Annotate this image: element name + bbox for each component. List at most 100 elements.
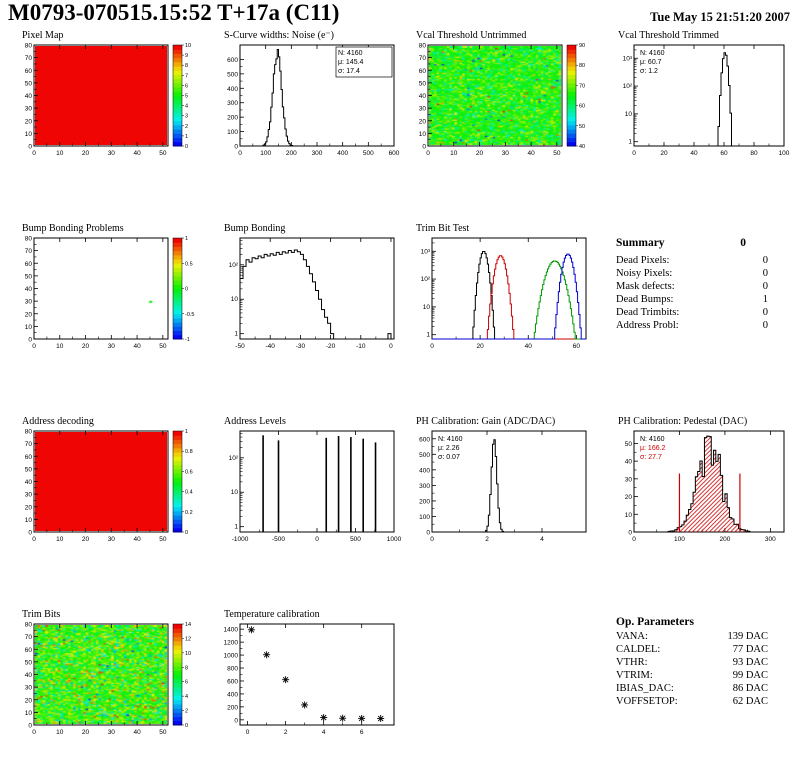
- svg-text:1: 1: [628, 139, 632, 146]
- svg-text:20: 20: [82, 343, 90, 350]
- svg-text:40: 40: [625, 459, 633, 466]
- svg-text:50: 50: [25, 80, 33, 87]
- vcal-trimmed-plot: 0 20 40 60 80 100 1 10 10² 10³ N: 4160 μ: 60.7 σ: 1.…: [623, 44, 790, 157]
- svg-text:60: 60: [419, 68, 427, 75]
- svg-text:-1000: -1000: [232, 536, 249, 543]
- chart-title: Trim Bit Test: [416, 223, 470, 234]
- svg-text:10: 10: [231, 489, 239, 496]
- param-row: Dead Trimbits: 0: [616, 307, 768, 318]
- timestamp: Tue May 15 21:51:20 2007: [650, 10, 790, 24]
- svg-text:50: 50: [159, 536, 167, 543]
- svg-text:100: 100: [779, 150, 790, 157]
- svg-text:N: 4160: N: 4160: [338, 50, 363, 57]
- trim-bit-test-plot: 0 20 40 60 1 10 10² 10³: [421, 237, 587, 350]
- svg-text:μ: 60.7: μ: 60.7: [640, 59, 662, 66]
- svg-text:40: 40: [25, 93, 33, 100]
- svg-text:10: 10: [185, 651, 191, 657]
- svg-text:0.6: 0.6: [185, 469, 193, 475]
- svg-text:10: 10: [25, 517, 33, 524]
- svg-text:300: 300: [765, 536, 776, 543]
- svg-text:200: 200: [227, 704, 238, 711]
- summary-title: Summary: [616, 237, 665, 249]
- svg-text:0: 0: [234, 144, 238, 151]
- chart-ph-gain: PH Calibration: Gain (ADC/DAC) 0 2 4 0 100 20…: [402, 416, 598, 550]
- summary-total: 0: [740, 237, 746, 249]
- svg-text:100: 100: [674, 536, 685, 543]
- chart-pixel-map: Pixel Map 0 1 2 3 4 5 6 7 8 9 10 0 10 20 30 40 50 0 10 20 30…: [8, 30, 204, 164]
- svg-text:400: 400: [227, 691, 238, 698]
- svg-text:N: 4160: N: 4160: [640, 50, 665, 57]
- svg-text:0: 0: [426, 150, 430, 157]
- heatmap-canvas: [35, 625, 167, 724]
- bump-bonding-plot: -50 -40 -30 -20 -10 0 1 10 10²: [229, 237, 395, 350]
- chart-title: Pixel Map: [22, 30, 64, 41]
- temperature-calibration-plot: 0 2 4 6 0 200 400 600 800 1000 1200 1400: [224, 623, 395, 736]
- svg-text:2: 2: [284, 729, 288, 736]
- chart-vcal-untrimmed: Vcal Threshold Untrimmed 40 50 60 70 80 90 0 10…: [402, 30, 598, 164]
- svg-text:70: 70: [419, 55, 427, 62]
- svg-text:80: 80: [25, 622, 33, 629]
- param-row: Dead Pixels: 0: [616, 255, 768, 266]
- svg-text:σ: 0.07: σ: 0.07: [438, 454, 460, 461]
- svg-text:0.8: 0.8: [185, 449, 193, 455]
- svg-text:-1: -1: [185, 337, 190, 343]
- svg-text:12: 12: [185, 636, 191, 642]
- svg-text:0.2: 0.2: [185, 510, 193, 516]
- svg-text:6: 6: [360, 729, 364, 736]
- svg-text:1: 1: [426, 332, 430, 339]
- svg-text:200: 200: [419, 498, 430, 505]
- chart-title: Vcal Threshold Trimmed: [618, 30, 719, 41]
- svg-text:0: 0: [246, 729, 250, 736]
- svg-text:50: 50: [553, 150, 561, 157]
- svg-text:3: 3: [185, 114, 188, 120]
- svg-text:60: 60: [25, 261, 33, 268]
- svg-text:10²: 10²: [421, 276, 431, 283]
- svg-text:70: 70: [25, 441, 33, 448]
- svg-text:0: 0: [632, 150, 636, 157]
- svg-text:10: 10: [56, 729, 64, 736]
- svg-text:400: 400: [337, 150, 348, 157]
- svg-text:70: 70: [25, 634, 33, 641]
- svg-text:200: 200: [719, 536, 730, 543]
- svg-text:30: 30: [419, 106, 427, 113]
- svg-text:50: 50: [25, 659, 33, 666]
- svg-text:20: 20: [660, 150, 668, 157]
- ph-pedestal-plot: 0 100 200 300 0 10 20 30 40 50 N: 4160 μ: 166.2 σ: 2…: [625, 430, 785, 543]
- svg-text:0: 0: [389, 343, 393, 350]
- chart-title: Temperature calibration: [224, 609, 320, 620]
- svg-text:0: 0: [426, 530, 430, 537]
- svg-text:20: 20: [82, 536, 90, 543]
- svg-text:10: 10: [25, 710, 33, 717]
- svg-text:50: 50: [25, 273, 33, 280]
- svg-text:40: 40: [133, 536, 141, 543]
- svg-text:50: 50: [419, 80, 427, 87]
- svg-text:70: 70: [25, 55, 33, 62]
- op-parameters-rows: VANA: 139 DAC CALDEL: 77 DAC VTHR: 93 DAC VTRI…: [616, 630, 768, 708]
- svg-text:500: 500: [227, 71, 238, 78]
- page-title: M0793-070515.15:52 T+17a (C11): [8, 0, 340, 25]
- svg-text:10²: 10²: [623, 83, 633, 90]
- svg-text:10: 10: [625, 512, 633, 519]
- svg-text:0: 0: [28, 723, 32, 730]
- svg-text:10³: 10³: [623, 55, 633, 62]
- svg-text:N: 4160: N: 4160: [438, 436, 463, 443]
- svg-text:70: 70: [25, 248, 33, 255]
- chart-vcal-trimmed: Vcal Threshold Trimmed 0 20 40 60 80 100 1 10 10…: [604, 30, 796, 164]
- chart-title: Address decoding: [22, 416, 94, 427]
- svg-text:500: 500: [350, 536, 361, 543]
- svg-text:σ: 27.7: σ: 27.7: [640, 454, 662, 461]
- svg-text:30: 30: [108, 536, 116, 543]
- svg-text:0: 0: [632, 536, 636, 543]
- svg-text:1200: 1200: [224, 640, 239, 647]
- svg-text:600: 600: [419, 436, 430, 443]
- svg-text:0: 0: [185, 144, 188, 150]
- svg-text:600: 600: [227, 57, 238, 64]
- svg-text:0: 0: [28, 530, 32, 537]
- svg-text:20: 20: [82, 150, 90, 157]
- svg-text:5: 5: [185, 94, 188, 100]
- chart-ph-pedestal: PH Calibration: Pedestal (DAC) 0 100 200 30…: [604, 416, 796, 550]
- chart-title: PH Calibration: Gain (ADC/DAC): [416, 416, 556, 427]
- svg-text:60: 60: [25, 68, 33, 75]
- svg-text:14: 14: [185, 622, 191, 628]
- param-row: VANA: 139 DAC: [616, 631, 768, 642]
